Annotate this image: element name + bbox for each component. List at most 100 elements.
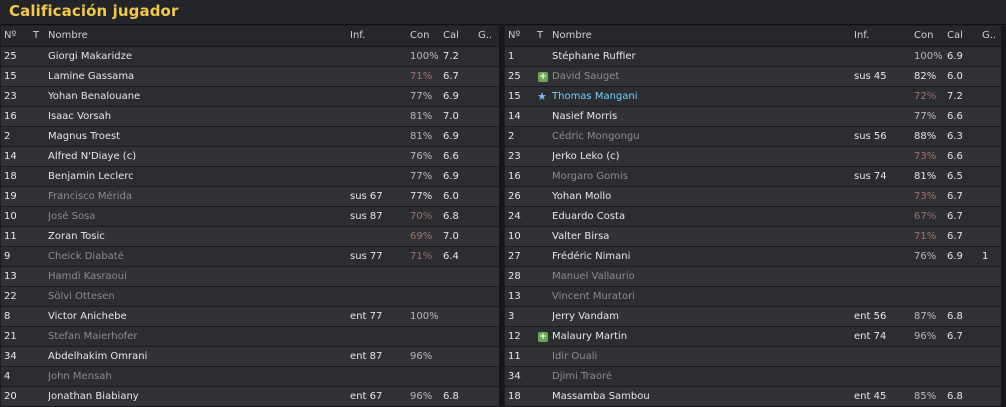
player-condition: 67% — [914, 211, 937, 222]
player-info: sus 67 — [350, 191, 383, 202]
col-goals[interactable]: G.. — [982, 30, 997, 41]
col-num[interactable]: Nº — [508, 30, 521, 41]
home-team-rows: 25 Giorgi Makaridze 100% 7.2 15 Lamine Gassam… — [1, 47, 499, 407]
table-row[interactable]: 19 Francisco Mérida sus 67 77% 6.0 — [1, 187, 499, 207]
player-number: 10 — [508, 231, 521, 242]
player-number: 1 — [508, 51, 515, 62]
player-rating: 6.0 — [947, 71, 963, 82]
player-number: 21 — [4, 331, 17, 342]
player-name: Yohan Benalouane — [48, 91, 141, 102]
table-row[interactable]: 18 Benjamin Leclerc 77% 6.9 — [1, 167, 499, 187]
table-row[interactable]: 16 Isaac Vorsah 81% 7.0 — [1, 107, 499, 127]
player-condition: 81% — [410, 131, 433, 142]
player-name: Yohan Mollo — [552, 191, 612, 202]
col-inf[interactable]: Inf. — [350, 30, 366, 41]
col-cal[interactable]: Cal — [443, 30, 459, 41]
player-name: John Mensah — [48, 371, 112, 382]
player-rating: 6.7 — [947, 231, 963, 242]
table-row[interactable]: 18 Massamba Sambou ent 45 85% 6.8 — [505, 387, 1005, 407]
player-condition: 70% — [410, 211, 433, 222]
col-name[interactable]: Nombre — [552, 30, 592, 41]
table-row[interactable]: 23 Yohan Benalouane 77% 6.9 — [1, 87, 499, 107]
table-row[interactable]: 34 Djimi Traoré — [505, 367, 1005, 387]
player-condition: 76% — [410, 151, 433, 162]
table-row[interactable]: 2 Cédric Mongongu sus 56 88% 6.3 — [505, 127, 1005, 147]
table-row[interactable]: 1 Stéphane Ruffier 100% 6.9 — [505, 47, 1005, 67]
col-goals[interactable]: G.. — [478, 30, 493, 41]
player-name: Morgaro Gomis — [552, 171, 628, 182]
player-rating: 7.0 — [443, 231, 459, 242]
player-number: 2 — [508, 131, 515, 142]
table-row[interactable]: 13 Hamdi Kasraoui — [1, 267, 499, 287]
table-row[interactable]: 28 Manuel Vallaurio — [505, 267, 1005, 287]
table-row[interactable]: 13 Vincent Muratori — [505, 287, 1005, 307]
player-number: 23 — [508, 151, 521, 162]
player-condition: 71% — [914, 231, 937, 242]
table-row[interactable]: 25 David Sauget sus 45 82% 6.0 + — [505, 67, 1005, 87]
player-rating: 6.9 — [443, 131, 459, 142]
player-name: Zoran Tosic — [48, 231, 105, 242]
col-con[interactable]: Con — [410, 30, 430, 41]
player-name: Frédéric Nimani — [552, 251, 631, 262]
player-number: 11 — [4, 231, 17, 242]
table-row[interactable]: 26 Yohan Mollo 73% 6.7 — [505, 187, 1005, 207]
player-condition: 69% — [410, 231, 433, 242]
table-row[interactable]: 9 Cheick Diabaté sus 77 71% 6.4 — [1, 247, 499, 267]
player-rating: 7.0 — [443, 111, 459, 122]
player-rating: 6.9 — [947, 51, 963, 62]
player-name: Cheick Diabaté — [48, 251, 124, 262]
player-number: 23 — [4, 91, 17, 102]
table-row[interactable]: 14 Alfred N'Diaye (c) 76% 6.6 — [1, 147, 499, 167]
table-row[interactable]: 21 Stefan Maierhofer — [1, 327, 499, 347]
player-rating: 6.8 — [443, 391, 459, 402]
table-row[interactable]: 23 Jerko Leko (c) 73% 6.6 — [505, 147, 1005, 167]
table-row[interactable]: 25 Giorgi Makaridze 100% 7.2 — [1, 47, 499, 67]
player-condition: 77% — [410, 91, 433, 102]
table-row[interactable]: 10 José Sosa sus 87 70% 6.8 — [1, 207, 499, 227]
col-t[interactable]: T — [33, 30, 40, 41]
table-row[interactable]: 27 Frédéric Nimani 76% 6.9 1 — [505, 247, 1005, 267]
player-number: 27 — [508, 251, 521, 262]
player-number: 16 — [4, 111, 17, 122]
table-row[interactable]: 8 Victor Anichebe ent 77 100% — [1, 307, 499, 327]
player-number: 10 — [4, 211, 17, 222]
player-number: 11 — [508, 351, 521, 362]
table-row[interactable]: 3 Jerry Vandam ent 56 87% 6.8 — [505, 307, 1005, 327]
player-rating: 7.2 — [443, 51, 459, 62]
player-condition: 77% — [914, 111, 937, 122]
player-info: sus 87 — [350, 211, 383, 222]
table-row[interactable]: 11 Idir Ouali — [505, 347, 1005, 367]
col-con[interactable]: Con — [914, 30, 934, 41]
player-rating: 6.0 — [443, 191, 459, 202]
table-row[interactable]: 22 Sölvi Ottesen — [1, 287, 499, 307]
player-rating: 6.8 — [443, 211, 459, 222]
table-row[interactable]: 12 Malaury Martin ent 74 96% 6.7 + — [505, 327, 1005, 347]
player-number: 16 — [508, 171, 521, 182]
player-condition: 71% — [410, 71, 433, 82]
player-name: Victor Anichebe — [48, 311, 127, 322]
table-row[interactable]: 4 John Mensah — [1, 367, 499, 387]
table-row[interactable]: 34 Abdelhakim Omrani ent 87 96% — [1, 347, 499, 367]
table-row[interactable]: 11 Zoran Tosic 69% 7.0 — [1, 227, 499, 247]
table-row[interactable]: 15 Lamine Gassama 71% 6.7 — [1, 67, 499, 87]
col-num[interactable]: Nº — [4, 30, 17, 41]
table-row[interactable]: 2 Magnus Troest 81% 6.9 — [1, 127, 499, 147]
table-row[interactable]: 15 Thomas Mangani 72% 7.2 ★ — [505, 87, 1005, 107]
col-cal[interactable]: Cal — [947, 30, 963, 41]
player-number: 26 — [508, 191, 521, 202]
player-number: 14 — [508, 111, 521, 122]
col-name[interactable]: Nombre — [48, 30, 88, 41]
scrollbar[interactable] — [1001, 26, 1006, 407]
table-row[interactable]: 14 Nasief Morris 77% 6.6 — [505, 107, 1005, 127]
col-t[interactable]: T — [537, 30, 544, 41]
table-row[interactable]: 24 Eduardo Costa 67% 6.7 — [505, 207, 1005, 227]
col-inf[interactable]: Inf. — [854, 30, 870, 41]
player-name: Lamine Gassama — [48, 71, 135, 82]
table-row[interactable]: 10 Valter Birsa 71% 6.7 — [505, 227, 1005, 247]
scrollbar[interactable] — [499, 26, 504, 407]
player-name: Stéphane Ruffier — [552, 51, 636, 62]
table-row[interactable]: 20 Jonathan Biabiany ent 67 96% 6.8 — [1, 387, 499, 407]
player-condition: 72% — [914, 91, 937, 102]
table-header: Nº T Nombre Inf. Con Cal G.. — [505, 26, 1005, 47]
table-row[interactable]: 16 Morgaro Gomis sus 74 81% 6.5 — [505, 167, 1005, 187]
